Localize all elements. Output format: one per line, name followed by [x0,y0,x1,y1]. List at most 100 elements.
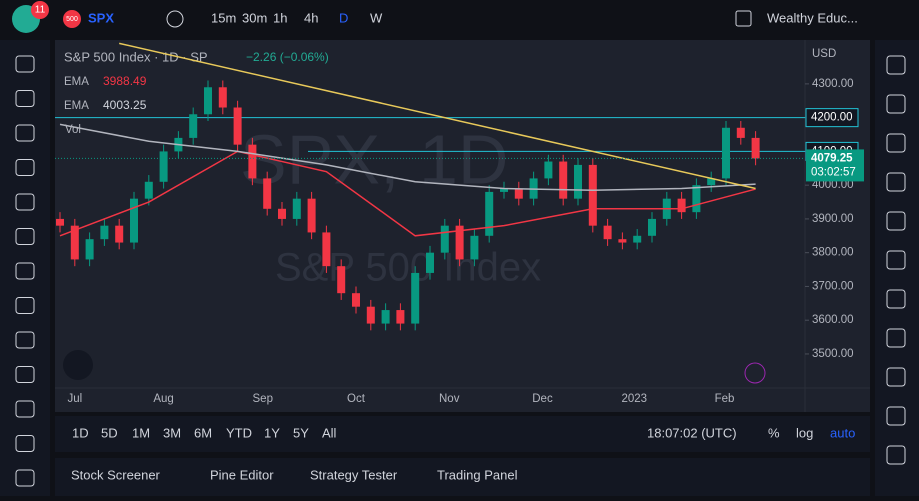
candle-body [204,87,212,115]
range-button[interactable]: YTD [226,425,252,440]
candle-body [248,144,257,179]
add-symbol[interactable] [166,10,184,28]
candle-body [603,225,612,240]
candle-body [426,252,434,273]
x-tick-label: Aug [153,393,173,405]
range-button[interactable]: 1Y [264,425,280,440]
side-icon[interactable] [886,172,906,192]
y-tick-label: 4300.00 [812,78,854,90]
candle-body [130,198,138,243]
tool-icon[interactable] [15,331,35,349]
clock: 18:07:02 (UTC) [647,425,737,440]
candle-body [218,87,227,108]
range-button[interactable]: 6M [194,425,212,440]
candle-body [70,225,79,260]
tool-icon[interactable] [15,228,35,245]
tool-icon[interactable] [15,469,35,487]
candle-body [470,235,479,260]
side-icon[interactable] [886,55,906,75]
side-icon[interactable] [886,445,906,465]
range-button[interactable]: 5D [101,425,118,440]
account[interactable]: Wealthy Educ... [767,10,858,25]
currency[interactable]: USD [812,48,836,60]
ema-label: EMA [64,76,89,88]
range-button[interactable]: All [322,425,337,440]
tool-icon[interactable] [15,124,35,142]
range-button[interactable]: 1D [72,425,89,440]
panel-tab[interactable]: Stock Screener [71,467,161,482]
change: −2.26 (−0.06%) [246,50,329,64]
candle-body [337,266,346,294]
candle-body [707,178,716,186]
range-button[interactable]: 3M [163,425,181,440]
side-icon[interactable] [886,406,906,426]
candle-body [544,161,553,179]
candle-body [574,164,582,199]
ema-value: 4003.25 [103,98,147,112]
tool-icon[interactable] [15,262,35,280]
scale-option[interactable]: % [768,425,780,440]
interval[interactable]: W [370,10,383,25]
interval[interactable]: 30m [242,10,267,25]
symbol-icon [63,10,81,28]
interval[interactable]: 1h [273,10,287,25]
side-icon[interactable] [886,133,906,153]
y-tick-label: 3800.00 [812,247,854,259]
ema-label: EMA [64,100,89,112]
symbol[interactable]: SPX [88,10,114,25]
candle-body [485,191,494,236]
hline-label: 4200.00 [811,112,853,124]
range-bar [55,416,870,452]
side-icon[interactable] [886,328,906,348]
watermark: SPX, 1D [240,120,508,198]
range-button[interactable]: 5Y [293,425,309,440]
panel-tab[interactable]: Trading Panel [437,467,518,482]
candle-body [633,235,642,243]
tool-icon[interactable] [15,159,35,176]
side-icon[interactable] [886,250,906,270]
candle-body [366,306,375,324]
candle-body [263,178,272,209]
tool-icon[interactable] [15,193,35,211]
side-icon[interactable] [886,94,906,114]
side-icon[interactable] [886,211,906,231]
candle-body [233,107,242,145]
candle-body [144,181,153,199]
tool-icon[interactable] [15,90,35,107]
tool-icon[interactable] [15,400,35,418]
candle-body [56,218,64,226]
tool-icon[interactable] [15,435,35,452]
candle-body [500,188,508,192]
tool-icon[interactable] [15,297,35,314]
range-button[interactable]: 1M [132,425,150,440]
candle-body [189,114,198,138]
tool-icon[interactable] [15,55,35,73]
interval[interactable]: 4h [304,10,318,25]
scale-option[interactable]: log [796,425,813,440]
interval[interactable]: 15m [211,10,236,25]
candle-body [722,127,730,179]
candle-body [736,127,745,138]
candle-body [85,239,94,260]
chart-title: S&P 500 Index · 1D · SP [64,49,208,64]
candle-body [648,218,656,236]
tool-icon[interactable] [15,366,35,383]
panel-tab[interactable]: Pine Editor [210,467,274,482]
candle-body [322,232,331,267]
x-tick-label: 2023 [621,393,647,405]
side-icon[interactable] [886,289,906,309]
interval[interactable]: D [339,10,348,25]
candle-body [278,208,286,219]
candle-body [751,137,760,159]
panel-tab[interactable]: Strategy Tester [310,467,398,482]
flash-icon[interactable] [744,362,766,384]
layout-icon[interactable] [735,10,752,27]
tv-logo [63,350,93,380]
x-tick-label: Feb [715,393,735,405]
scale-option[interactable]: auto [830,425,855,440]
candle-body [677,198,686,213]
indicator-line [119,42,756,190]
candle-body [352,293,360,307]
side-icon[interactable] [886,367,906,387]
